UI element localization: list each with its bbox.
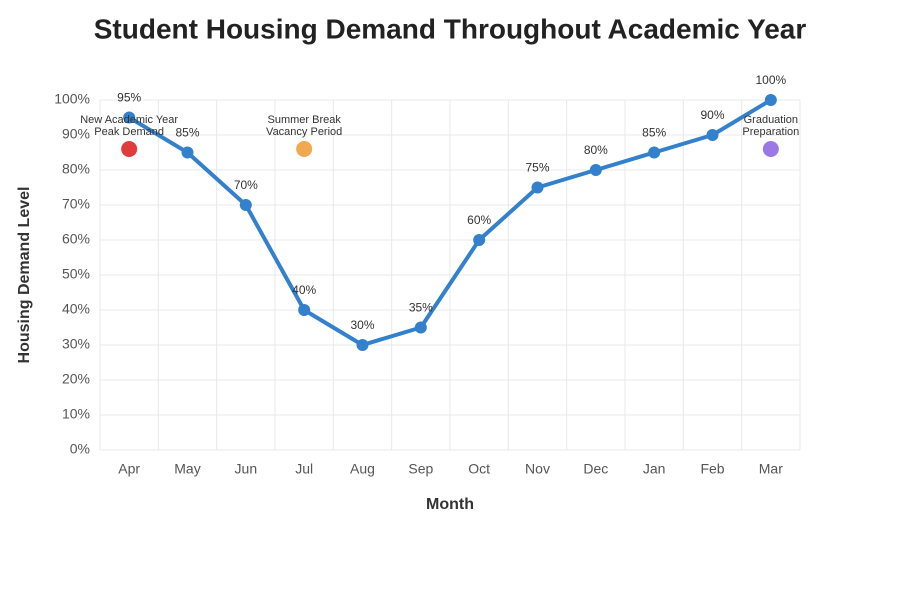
annotation-text: Peak Demand (94, 126, 164, 138)
x-tick-label: May (174, 461, 200, 477)
y-tick-label: 20% (62, 371, 90, 387)
y-tick-label: 0% (70, 441, 90, 457)
value-label: 85% (642, 126, 666, 140)
value-label: 100% (755, 73, 786, 87)
point (356, 339, 369, 351)
annotation-text: Graduation (744, 114, 798, 126)
value-label: 60% (467, 213, 491, 227)
y-tick-label: 40% (62, 301, 90, 317)
y-tick-label: 100% (54, 91, 90, 107)
x-tick-label: Oct (468, 461, 490, 477)
value-label: 90% (700, 108, 724, 122)
annotation-text: Vacancy Period (266, 126, 342, 138)
point (123, 111, 136, 124)
x-tick-label: Jul (295, 461, 313, 477)
value-label: 85% (175, 126, 199, 140)
point (706, 129, 719, 141)
y-tick-label: 90% (62, 126, 90, 142)
y-tick-label: 80% (62, 161, 90, 177)
annotation-text: Summer Break (267, 114, 341, 126)
point (298, 304, 311, 316)
x-tick-label: Jan (643, 461, 666, 477)
line (128, 98, 772, 347)
annotation-text: Preparation (742, 126, 799, 138)
point (181, 146, 194, 159)
x-tick-label: Sep (408, 461, 433, 477)
point (239, 199, 252, 211)
y-tick-label: 10% (62, 406, 90, 422)
y-tick-label: 60% (62, 231, 90, 247)
y-axis-title: Housing Demand Level (16, 187, 33, 364)
value-label: 80% (584, 143, 608, 157)
point (589, 164, 602, 176)
point (531, 181, 544, 194)
annotation-text: New Academic Year (80, 114, 178, 126)
annotation-marker (762, 141, 779, 157)
x-tick-label: Nov (525, 461, 550, 477)
x-tick-label: Apr (118, 461, 140, 477)
value-label: 75% (525, 161, 549, 175)
annotation-marker (121, 141, 138, 157)
x-tick-label: Dec (583, 461, 608, 477)
value-label: 35% (409, 301, 433, 315)
y-tick-label: 30% (62, 336, 90, 352)
x-axis-title: Month (426, 496, 474, 513)
value-label: 95% (117, 91, 141, 105)
point (414, 321, 427, 334)
annotation-marker (296, 141, 313, 157)
chart-title: Student Housing Demand Throughout Academ… (94, 13, 807, 44)
value-label: 70% (234, 178, 258, 192)
x-tick-label: Jun (235, 461, 258, 477)
y-tick-label: 50% (62, 266, 90, 282)
point (473, 234, 486, 246)
point (764, 94, 777, 106)
value-label: 30% (350, 318, 374, 332)
y-tick-label: 70% (62, 196, 90, 212)
x-tick-label: Aug (350, 461, 375, 477)
x-tick-label: Feb (700, 461, 724, 477)
point (648, 146, 661, 159)
x-tick-label: Mar (759, 461, 783, 477)
value-label: 40% (292, 283, 316, 297)
